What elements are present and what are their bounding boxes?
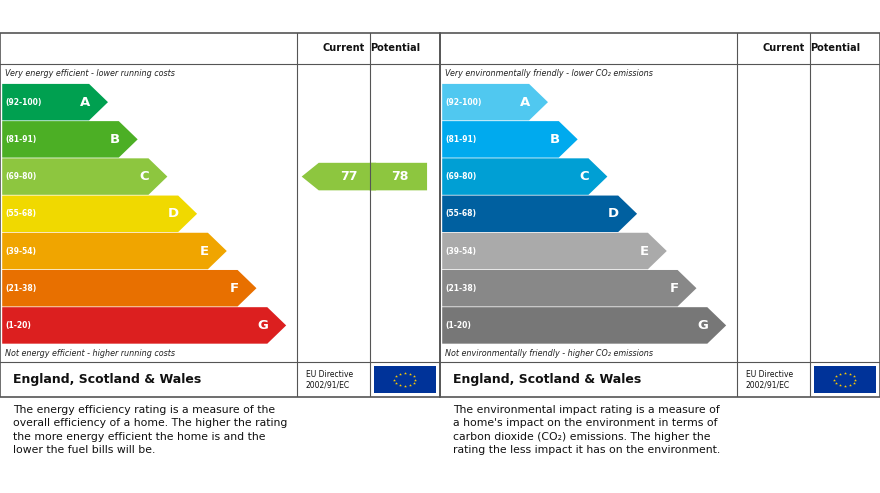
Text: Current: Current <box>323 43 365 53</box>
Text: The energy efficiency rating is a measure of the
overall efficiency of a home. T: The energy efficiency rating is a measur… <box>13 405 288 456</box>
Text: Potential: Potential <box>370 43 420 53</box>
Text: England, Scotland & Wales: England, Scotland & Wales <box>453 373 642 386</box>
Bar <box>814 366 876 393</box>
Text: G: G <box>697 319 708 332</box>
Text: Current: Current <box>763 43 805 53</box>
Polygon shape <box>443 233 667 269</box>
Polygon shape <box>443 158 607 195</box>
Text: (1-20): (1-20) <box>5 321 31 330</box>
Text: (92-100): (92-100) <box>5 98 41 106</box>
Polygon shape <box>302 163 376 190</box>
Text: 78: 78 <box>391 170 408 183</box>
Text: (21-38): (21-38) <box>445 283 477 293</box>
Text: B: B <box>110 133 120 146</box>
Polygon shape <box>2 158 167 195</box>
Text: G: G <box>257 319 268 332</box>
Text: (39-54): (39-54) <box>5 246 36 255</box>
Polygon shape <box>443 307 726 344</box>
Text: (92-100): (92-100) <box>445 98 481 106</box>
Text: Not energy efficient - higher running costs: Not energy efficient - higher running co… <box>5 349 175 357</box>
Text: (1-20): (1-20) <box>445 321 471 330</box>
Polygon shape <box>443 84 548 120</box>
Text: B: B <box>550 133 560 146</box>
Text: EU Directive
2002/91/EC: EU Directive 2002/91/EC <box>306 370 353 389</box>
Polygon shape <box>443 270 696 307</box>
Polygon shape <box>2 307 286 344</box>
Polygon shape <box>2 121 137 158</box>
Polygon shape <box>2 270 256 307</box>
Text: F: F <box>670 282 678 295</box>
Text: 77: 77 <box>340 170 357 183</box>
Text: (81-91): (81-91) <box>5 135 37 144</box>
Bar <box>374 366 436 393</box>
Text: (69-80): (69-80) <box>5 172 37 181</box>
Text: (55-68): (55-68) <box>445 210 476 218</box>
Polygon shape <box>443 121 577 158</box>
Text: (21-38): (21-38) <box>5 283 37 293</box>
Text: The environmental impact rating is a measure of
a home's impact on the environme: The environmental impact rating is a mea… <box>453 405 721 456</box>
Text: A: A <box>520 96 530 108</box>
Text: Potential: Potential <box>810 43 860 53</box>
Text: A: A <box>80 96 90 108</box>
Polygon shape <box>2 233 227 269</box>
Text: E: E <box>200 245 209 257</box>
Text: (69-80): (69-80) <box>445 172 477 181</box>
Text: (81-91): (81-91) <box>445 135 477 144</box>
Text: E: E <box>640 245 649 257</box>
Text: Not environmentally friendly - higher CO₂ emissions: Not environmentally friendly - higher CO… <box>445 349 653 357</box>
Text: Energy Efficiency Rating: Energy Efficiency Rating <box>11 9 213 24</box>
Polygon shape <box>2 196 197 232</box>
Text: F: F <box>230 282 238 295</box>
Text: C: C <box>140 170 150 183</box>
Text: C: C <box>580 170 590 183</box>
Text: Environmental Impact (CO₂) Rating: Environmental Impact (CO₂) Rating <box>451 9 741 24</box>
Polygon shape <box>353 163 427 190</box>
Text: Very environmentally friendly - lower CO₂ emissions: Very environmentally friendly - lower CO… <box>445 69 653 78</box>
Text: England, Scotland & Wales: England, Scotland & Wales <box>13 373 202 386</box>
Polygon shape <box>443 196 637 232</box>
Text: (55-68): (55-68) <box>5 210 36 218</box>
Text: EU Directive
2002/91/EC: EU Directive 2002/91/EC <box>746 370 793 389</box>
Text: D: D <box>608 207 620 220</box>
Text: D: D <box>168 207 180 220</box>
Text: Very energy efficient - lower running costs: Very energy efficient - lower running co… <box>5 69 175 78</box>
Text: (39-54): (39-54) <box>445 246 476 255</box>
Polygon shape <box>2 84 108 120</box>
